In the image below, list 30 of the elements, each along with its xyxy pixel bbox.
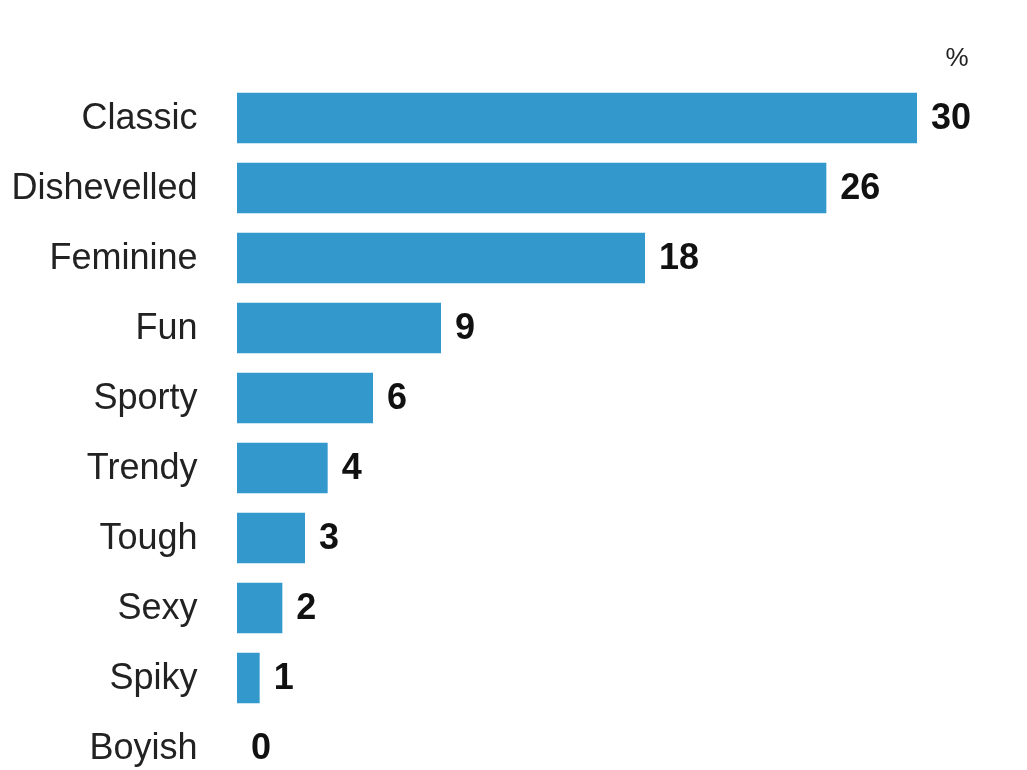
y-tick-label: Sporty xyxy=(93,376,198,417)
data-label: 3 xyxy=(319,516,340,557)
bar xyxy=(237,512,305,564)
bar xyxy=(237,92,917,144)
y-tick-label: Trendy xyxy=(86,446,198,487)
y-tick-label: Tough xyxy=(99,516,198,557)
y-tick-label: Classic xyxy=(81,96,198,137)
bar xyxy=(237,232,645,284)
data-label: 26 xyxy=(840,166,881,207)
bar xyxy=(237,302,441,354)
bar xyxy=(237,372,373,424)
y-tick-label: Spiky xyxy=(109,656,198,697)
bar xyxy=(237,582,283,634)
data-label: 30 xyxy=(931,96,972,137)
data-label: 2 xyxy=(296,586,317,627)
text: % xyxy=(945,42,969,72)
y-tick-label: Fun xyxy=(135,306,198,347)
data-label: 6 xyxy=(387,376,408,417)
data-label: 18 xyxy=(659,236,700,277)
data-label: 0 xyxy=(251,726,272,767)
bar xyxy=(237,162,827,214)
y-tick-label: Boyish xyxy=(89,726,198,767)
bar xyxy=(237,652,260,704)
bar xyxy=(237,442,328,494)
data-label: 1 xyxy=(273,656,294,697)
y-tick-label: Sexy xyxy=(117,586,198,627)
data-label: 4 xyxy=(341,446,362,487)
y-tick-label: Feminine xyxy=(49,236,198,277)
y-tick-label: Dishevelled xyxy=(11,166,198,207)
data-label: 9 xyxy=(455,306,476,347)
